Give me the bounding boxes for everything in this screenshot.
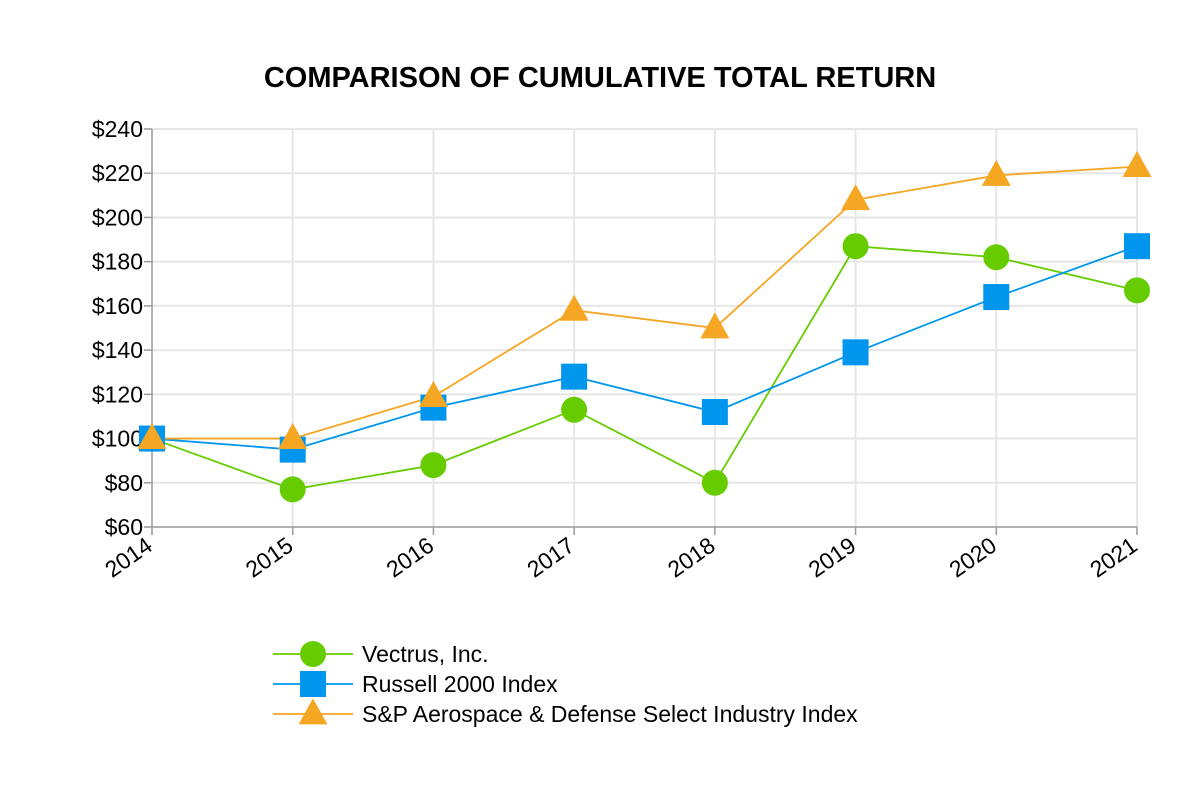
series-2-point — [1122, 150, 1152, 177]
series-2-point — [559, 294, 589, 321]
series-line-1 — [151, 245, 1138, 451]
series-2-point — [841, 184, 871, 211]
series-0-point — [561, 396, 588, 423]
x-axis-ticks: 2014 2015 2016 2017 2018 2019 2020 2021 — [100, 532, 1142, 583]
x-tick-label: 2021 — [1085, 532, 1142, 583]
y-tick-label: $200 — [92, 204, 143, 230]
series-1-point — [701, 399, 728, 426]
y-tick-label: $180 — [92, 249, 143, 275]
series-0-point — [842, 233, 869, 260]
y-tick-label: $80 — [105, 470, 143, 496]
x-tick-label: 2016 — [381, 532, 438, 583]
axes — [144, 128, 1138, 535]
legend-marker-1 — [300, 671, 326, 697]
series-0-point — [420, 452, 447, 479]
series-0-point — [279, 476, 306, 503]
chart-title: COMPARISON OF CUMULATIVE TOTAL RETURN — [264, 62, 936, 94]
x-tick-label: 2018 — [663, 532, 720, 583]
series-0-point — [983, 244, 1010, 271]
y-axis-ticks: $60 $80 $100 $120 $140 $160 $180 $200 $220 $240 — [92, 116, 143, 540]
series-0-point — [1124, 277, 1150, 304]
series-2-point — [418, 380, 448, 407]
x-tick-label: 2015 — [241, 532, 298, 583]
legend-marker-2 — [298, 698, 328, 725]
legend: Vectrus, Inc. Russell 2000 Index S&P Aeros… — [273, 641, 858, 727]
series-0-point — [701, 469, 728, 496]
y-tick-label: $240 — [92, 116, 143, 142]
series-1-point — [983, 284, 1010, 311]
series-2-point — [981, 159, 1011, 186]
series-lines — [137, 150, 1152, 503]
legend-marker-0 — [300, 641, 326, 667]
x-tick-label: 2020 — [944, 532, 1001, 583]
series-2-point — [137, 422, 167, 449]
y-tick-label: $160 — [92, 293, 143, 319]
legend-label-2: S&P Aerospace & Defense Select Industry … — [362, 701, 858, 727]
series-2-point — [700, 312, 730, 339]
series-line-0 — [151, 245, 1138, 491]
series-line-2 — [152, 165, 1138, 440]
series-1-point — [1124, 233, 1150, 260]
grid — [152, 128, 1138, 527]
y-tick-label: $60 — [105, 514, 143, 540]
x-tick-label: 2019 — [804, 532, 861, 583]
y-tick-label: $100 — [92, 426, 143, 452]
x-tick-label: 2017 — [522, 532, 579, 583]
series-2-point — [278, 422, 308, 449]
series-1-point — [561, 363, 588, 390]
legend-label-1: Russell 2000 Index — [362, 671, 558, 697]
y-tick-label: $220 — [92, 160, 143, 186]
y-tick-label: $120 — [92, 381, 143, 407]
legend-label-0: Vectrus, Inc. — [362, 641, 489, 667]
series-1-point — [842, 339, 869, 366]
y-tick-label: $140 — [92, 337, 143, 363]
